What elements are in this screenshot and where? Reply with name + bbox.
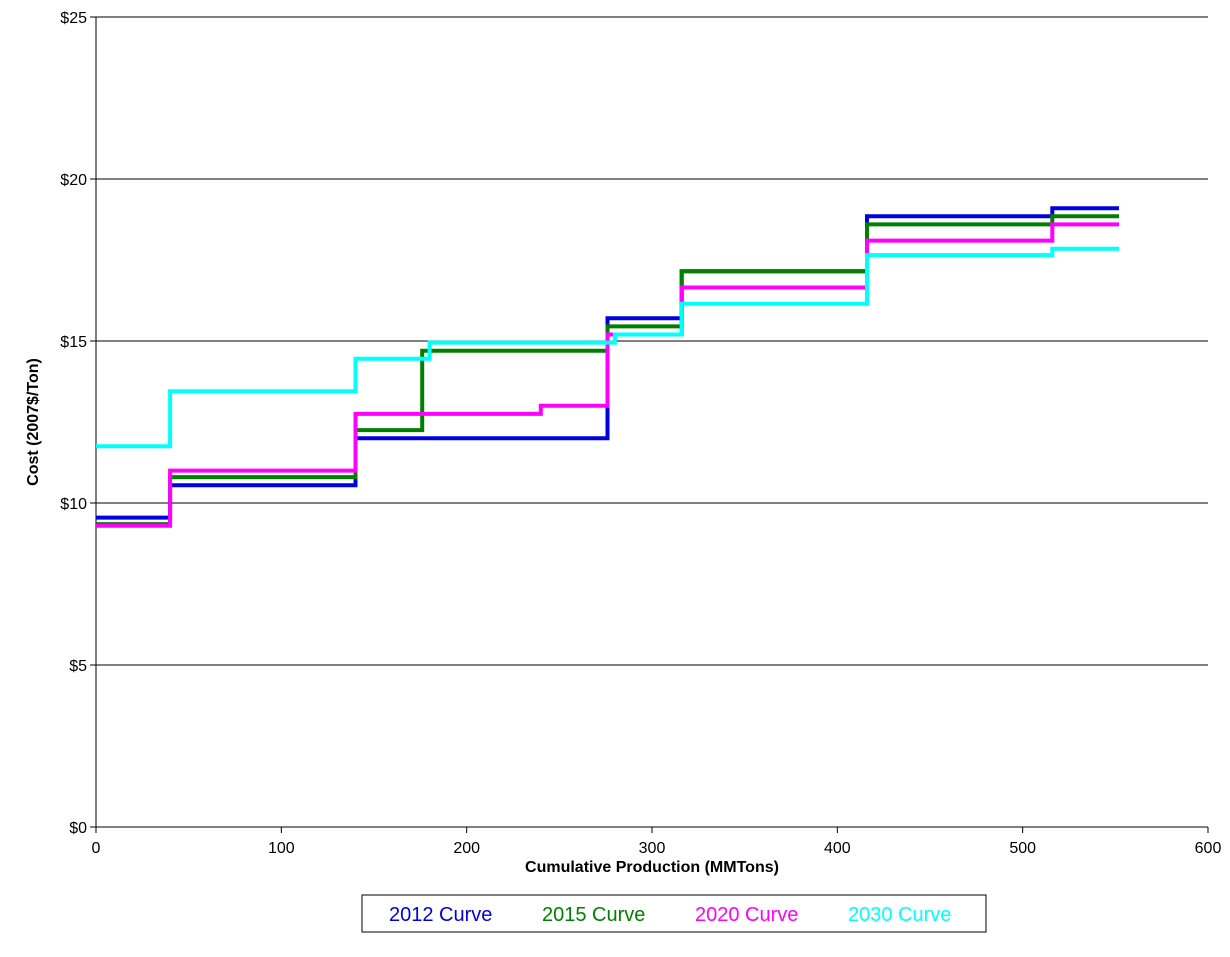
y-tick-label: $15 xyxy=(60,334,87,351)
grid-lines xyxy=(90,16,1209,833)
x-tick-label: 200 xyxy=(453,840,480,857)
x-tick-labels: 0 100 200 300 400 500 600 xyxy=(92,840,1222,857)
y-tick-label: $20 xyxy=(60,172,87,189)
y-axis-title: Cost (2007$/Ton) xyxy=(25,358,42,486)
series-line-2030-curve xyxy=(96,246,1119,449)
legend-item-2012: 2012 Curve xyxy=(389,904,492,926)
y-tick-label: $0 xyxy=(69,820,87,837)
x-axis-title: Cumulative Production (MMTons) xyxy=(525,859,779,876)
y-tick-label: $10 xyxy=(60,496,87,513)
x-tick-label: 400 xyxy=(824,840,851,857)
legend: 2012 Curve 2015 Curve 2020 Curve 2030 Cu… xyxy=(361,894,987,933)
legend-item-2015: 2015 Curve xyxy=(542,904,645,926)
legend-item-2020: 2020 Curve xyxy=(695,904,798,926)
x-tick-label: 300 xyxy=(639,840,666,857)
y-tick-labels: $0 $5 $10 $15 $20 $25 xyxy=(60,10,87,837)
series-lines xyxy=(96,206,1119,528)
series-line-2020-curve xyxy=(96,222,1119,528)
x-tick-label: 100 xyxy=(268,840,295,857)
x-tick-label: 0 xyxy=(92,840,101,857)
series-line-2012-curve xyxy=(96,206,1119,520)
axes xyxy=(95,17,1208,828)
x-tick-label: 600 xyxy=(1195,840,1222,857)
y-tick-label: $5 xyxy=(69,658,87,675)
y-tick-label: $25 xyxy=(60,10,87,27)
legend-item-2030: 2030 Curve xyxy=(848,904,951,926)
x-tick-label: 500 xyxy=(1009,840,1036,857)
legend-box xyxy=(361,894,987,933)
